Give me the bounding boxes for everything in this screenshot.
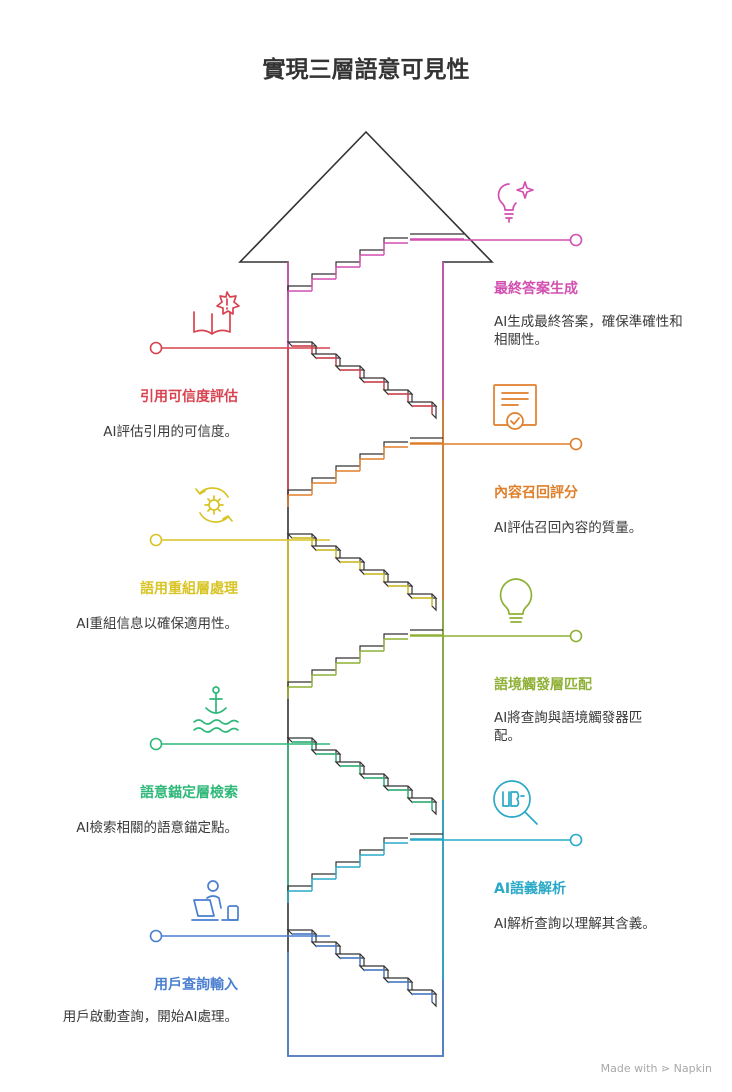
step-desc-recall: AI評估召回內容的質量。 [494, 520, 643, 536]
stairs-query [286, 929, 438, 1008]
step-desc-final-answer: AI生成最終答案，確保準確性和相關性。 [494, 314, 683, 348]
stairs-anchor [286, 737, 438, 816]
step-desc-query: 用戶啟動查詢，開始AI處理。 [62, 1009, 238, 1025]
step-label-citation: 引用可信度評估 [140, 389, 238, 405]
stairs-context [287, 633, 408, 699]
stairs-recall [287, 441, 408, 507]
user-laptop-icon [191, 880, 239, 921]
magnifier-book-icon [493, 780, 538, 825]
step-label-semantic: AI語義解析 [494, 881, 567, 897]
connector-recall-dot [569, 437, 583, 451]
step-label-final-answer: 最終答案生成 [494, 281, 578, 297]
arrow-outline [238, 130, 494, 1057]
stairs-citation [286, 341, 438, 420]
connector-semantic-dot [569, 833, 583, 847]
connector-context-dot [569, 629, 583, 643]
lightbulb-icon [499, 578, 533, 623]
lightbulb-sparkle-icon [497, 181, 534, 223]
certificate-icon [493, 384, 537, 430]
step-desc-citation: AI評估引用的可信度。 [103, 424, 238, 440]
connector-anchor-dot [149, 737, 163, 751]
connector-final-answer-dot [569, 233, 583, 247]
step-desc-context: AI將查詢與語境觸發器匹配。 [494, 710, 643, 744]
book-alert-icon [193, 291, 240, 335]
gear-cycle-icon [195, 487, 233, 523]
step-label-query: 用戶查詢輸入 [154, 977, 238, 993]
footer-napkin: Made with ⋗ Napkin [600, 1062, 712, 1075]
step-desc-pragmatic: AI重組信息以確保適用性。 [76, 616, 238, 632]
rail-query-input [287, 952, 444, 1057]
step-label-context: 語境觸發層匹配 [494, 677, 592, 693]
stairs-semantic [287, 837, 408, 903]
connector-citation-dot [149, 341, 163, 355]
step-label-pragmatic: 語用重組層處理 [140, 581, 238, 597]
stairs-pragmatic [286, 533, 438, 612]
connector-pragmatic-dot [149, 533, 163, 547]
step-label-anchor: 語意錨定層檢索 [140, 785, 238, 801]
page-title: 實現三層語意可見性 [262, 57, 470, 83]
stairs-final-answer [287, 237, 408, 303]
step-desc-anchor: AI檢索相關的語意錨定點。 [76, 820, 238, 836]
step-desc-semantic: AI解析查詢以理解其含義。 [494, 916, 656, 932]
step-label-recall: 內容召回評分 [494, 485, 578, 501]
anchor-icon [193, 686, 239, 733]
connector-query-dot [149, 929, 163, 943]
